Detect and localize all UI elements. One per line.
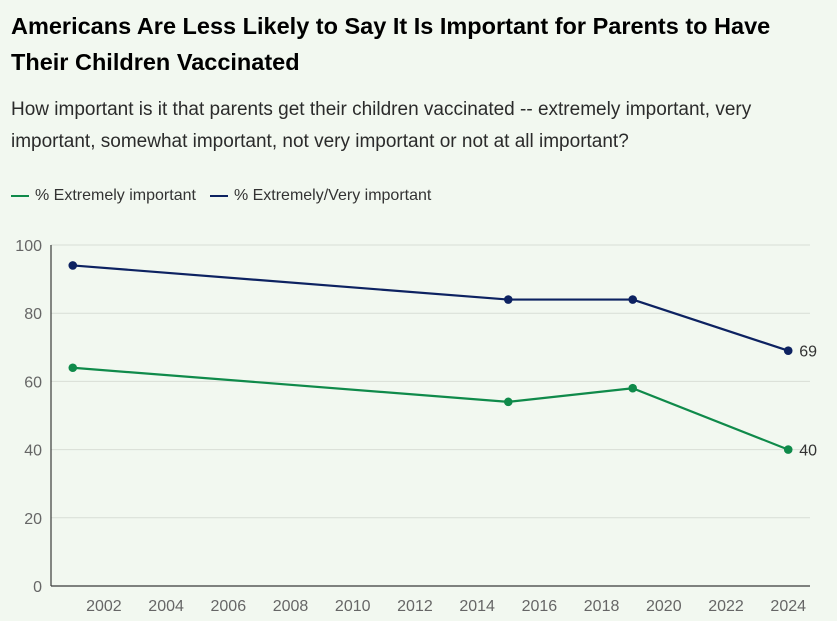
data-point-s1-2015	[503, 295, 513, 304]
data-point-s0-2001	[68, 363, 78, 373]
line-chart: 0 20 40 60 80 100 2002 2004 2006 2008 2010 2012 2014…	[15, 238, 817, 615]
y-tick-label-40: 40	[24, 443, 42, 460]
x-tick-label-2014: 2014	[459, 598, 495, 615]
end-label-s0: 40	[799, 443, 817, 460]
data-point-s1-2024	[783, 346, 793, 356]
legend-swatch-extremely	[11, 195, 29, 197]
x-tick-label-2010: 2010	[335, 598, 371, 615]
legend: % Extremely important % Extremely/Very i…	[11, 187, 445, 205]
legend-label-extremely-very: % Extremely/Very important	[233, 187, 432, 204]
legend-swatch-extremely-very	[209, 195, 228, 197]
y-tick-label-60: 60	[24, 374, 42, 391]
y-tick-label-20: 20	[24, 511, 42, 528]
end-label-s1: 69	[799, 344, 817, 361]
x-tick-label-2018: 2018	[584, 598, 620, 615]
x-tick-label-2002: 2002	[86, 598, 122, 615]
x-tick-label-2024: 2024	[770, 598, 806, 615]
x-tick-label-2016: 2016	[522, 598, 558, 615]
legend-label-extremely: % Extremely important	[35, 187, 196, 204]
x-tick-label-2022: 2022	[708, 598, 744, 615]
data-point-s0-2019	[628, 383, 637, 393]
data-point-s1-2019	[628, 295, 637, 304]
legend-item-extremely: % Extremely important	[11, 187, 196, 205]
legend-item-extremely-very: % Extremely/Very important	[209, 187, 432, 205]
series-line-0	[72, 366, 789, 451]
x-tick-label-2006: 2006	[211, 598, 247, 615]
x-tick-label-2012: 2012	[397, 598, 433, 615]
y-tick-label-0: 0	[33, 579, 42, 596]
chart-title: Americans Are Less Likely to Say It Is I…	[11, 13, 771, 75]
y-tick-label-80: 80	[24, 306, 42, 323]
data-point-s0-2024	[783, 445, 793, 454]
x-tick-label-2008: 2008	[273, 598, 309, 615]
series-line-1	[72, 264, 789, 352]
chart-subtitle: How important is it that parents get the…	[11, 99, 752, 152]
y-tick-label-100: 100	[15, 238, 42, 255]
x-tick-label-2004: 2004	[148, 598, 184, 615]
x-tick-label-2020: 2020	[646, 598, 682, 615]
data-point-s0-2015	[503, 397, 513, 407]
data-point-s1-2001	[68, 261, 78, 270]
